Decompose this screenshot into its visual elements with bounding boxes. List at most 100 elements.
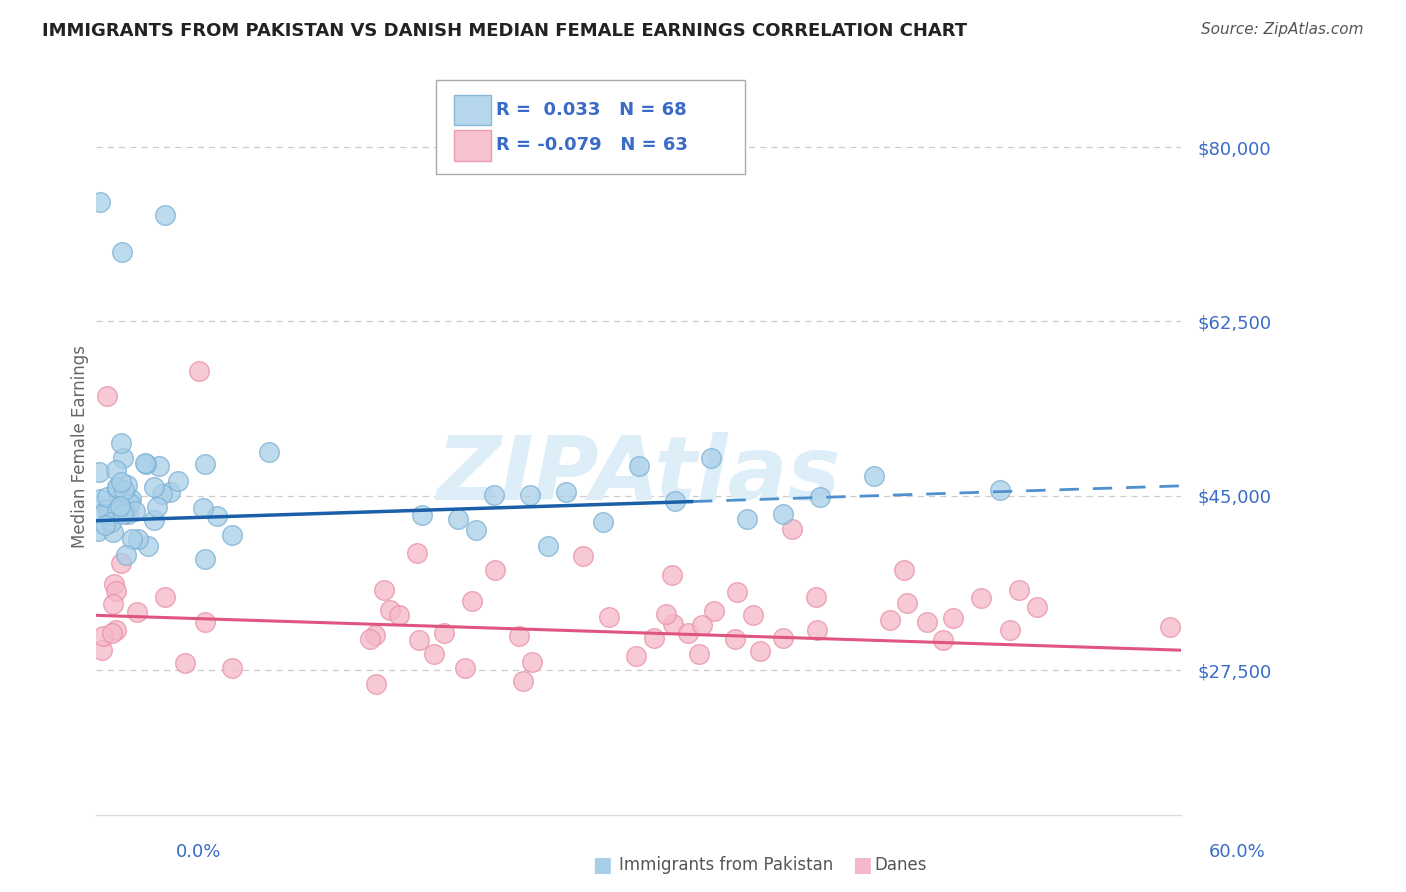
Point <box>363 628 385 642</box>
Point <box>105 480 128 494</box>
Point <box>90 643 112 657</box>
Point <box>1205 589 1227 603</box>
Point <box>772 507 794 521</box>
Text: ■: ■ <box>592 855 612 875</box>
Point <box>1184 624 1206 638</box>
Point <box>110 499 132 513</box>
Point <box>879 613 901 627</box>
Point <box>598 610 620 624</box>
Point <box>461 593 484 607</box>
Point <box>104 462 127 476</box>
Point <box>508 629 530 643</box>
Point <box>111 244 134 259</box>
Point <box>117 508 139 522</box>
Point <box>146 500 169 515</box>
Point <box>112 507 135 521</box>
Point <box>690 617 713 632</box>
Point <box>107 501 129 516</box>
Point <box>114 549 136 563</box>
Point <box>990 483 1012 497</box>
Point <box>804 590 827 604</box>
Point <box>537 539 560 553</box>
Point <box>519 488 541 502</box>
Point <box>135 457 157 471</box>
Point <box>110 435 132 450</box>
Point <box>664 494 686 508</box>
Point <box>703 604 725 618</box>
Point <box>678 626 700 640</box>
Point <box>96 501 118 516</box>
Point <box>114 505 136 519</box>
Point <box>408 632 430 647</box>
Point <box>110 556 132 570</box>
Point <box>364 677 387 691</box>
Point <box>654 607 676 621</box>
Point <box>915 615 938 630</box>
Text: Immigrants from Pakistan: Immigrants from Pakistan <box>619 856 832 874</box>
Text: Source: ZipAtlas.com: Source: ZipAtlas.com <box>1201 22 1364 37</box>
Point <box>970 591 993 605</box>
Point <box>942 610 965 624</box>
Point <box>118 496 141 510</box>
Point <box>808 491 831 505</box>
Point <box>91 507 114 521</box>
Point <box>194 457 217 471</box>
Point <box>433 626 456 640</box>
Point <box>98 502 121 516</box>
Point <box>806 623 828 637</box>
Point <box>221 528 243 542</box>
Point <box>97 507 120 521</box>
Point <box>110 475 132 489</box>
Point <box>187 364 209 378</box>
Point <box>373 582 395 597</box>
Point <box>1159 620 1181 634</box>
Point <box>96 389 118 403</box>
Point <box>482 488 505 502</box>
Point <box>120 492 142 507</box>
Text: R = -0.079   N = 63: R = -0.079 N = 63 <box>496 136 688 154</box>
Point <box>423 647 446 661</box>
Text: IMMIGRANTS FROM PAKISTAN VS DANISH MEDIAN FEMALE EARNINGS CORRELATION CHART: IMMIGRANTS FROM PAKISTAN VS DANISH MEDIA… <box>42 22 967 40</box>
Point <box>159 484 181 499</box>
Point <box>105 481 128 495</box>
Text: 60.0%: 60.0% <box>1209 843 1265 861</box>
Point <box>388 607 411 622</box>
Point <box>772 631 794 645</box>
Point <box>700 450 723 465</box>
Point <box>142 480 165 494</box>
Point <box>112 451 135 466</box>
Point <box>105 504 128 518</box>
Point <box>103 577 125 591</box>
Point <box>1008 582 1031 597</box>
Point <box>465 523 488 537</box>
Point <box>89 466 111 480</box>
Point <box>447 512 470 526</box>
Point <box>998 623 1021 637</box>
Point <box>136 539 159 553</box>
Point <box>94 517 117 532</box>
Point <box>627 458 650 473</box>
Point <box>520 655 543 669</box>
Point <box>662 617 685 632</box>
Point <box>112 483 135 498</box>
Point <box>378 602 401 616</box>
Point <box>96 490 118 504</box>
Point <box>124 504 146 518</box>
Point <box>105 584 128 599</box>
Point <box>359 632 381 646</box>
Point <box>512 674 534 689</box>
Text: ZIPAtlas: ZIPAtlas <box>436 432 841 519</box>
Text: ■: ■ <box>852 855 872 875</box>
Point <box>143 513 166 527</box>
Point <box>571 549 593 564</box>
Point <box>127 605 149 619</box>
Point <box>87 524 110 538</box>
Point <box>205 509 228 524</box>
Point <box>724 632 747 646</box>
Point <box>153 590 176 604</box>
Point <box>121 532 143 546</box>
Point <box>117 496 139 510</box>
Point <box>174 656 197 670</box>
Point <box>100 515 122 529</box>
Point <box>592 515 614 529</box>
